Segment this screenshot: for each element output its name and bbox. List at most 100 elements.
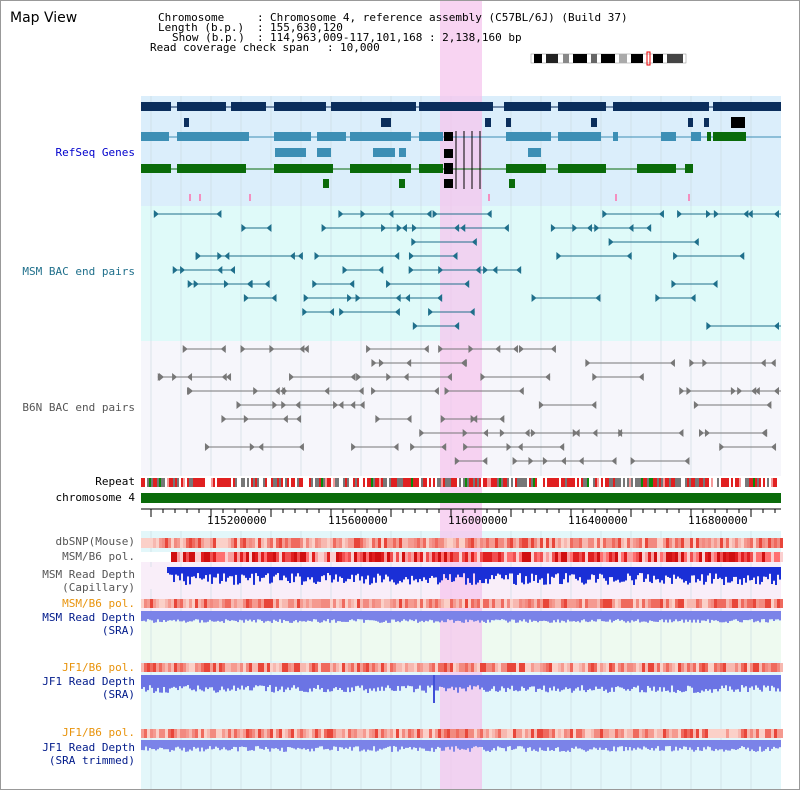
heat-cell: [606, 729, 609, 738]
track-label-jf1-b6-pol-2[interactable]: JF1/B6 pol.: [62, 726, 135, 739]
chromosome-ideogram[interactable]: [530, 51, 687, 66]
repeat-mark: [493, 478, 495, 487]
depth-bar: [765, 611, 767, 623]
depth-bar: [313, 740, 315, 752]
depth-bar: [299, 567, 301, 577]
depth-bar: [759, 675, 761, 690]
depth-bar: [185, 567, 187, 585]
track-label-msm-depth-cap-line1[interactable]: MSM Read Depth: [42, 568, 135, 581]
colon-1: :: [257, 11, 264, 24]
heat-cell: [237, 663, 240, 672]
depth-bar: [517, 567, 519, 575]
depth-bar: [471, 740, 473, 749]
depth-bar: [405, 740, 407, 748]
track-label-refseq[interactable]: RefSeq Genes: [55, 146, 135, 159]
refseq-gene-features[interactable]: [141, 102, 781, 201]
heat-cell: [357, 663, 360, 672]
repeat-mark: [381, 478, 383, 487]
track-label-msm-depth-sra-line1[interactable]: MSM Read Depth: [42, 611, 135, 624]
track-label-b6n-bac[interactable]: B6N BAC end pairs: [22, 401, 135, 414]
repeat-mark: [225, 478, 227, 487]
heat-cell: [366, 552, 369, 562]
bac-end: [524, 429, 530, 437]
gene-block: [704, 118, 709, 127]
repeat-track: [141, 478, 781, 487]
track-label-msm-bac[interactable]: MSM BAC end pairs: [22, 265, 135, 278]
heat-cell: [642, 729, 645, 738]
repeat-mark: [385, 478, 387, 487]
depth-bar: [465, 675, 467, 692]
heat-cell: [273, 663, 276, 672]
depth-bar: [687, 567, 689, 585]
track-label-jf1-depth-sra-line1[interactable]: JF1 Read Depth: [42, 675, 135, 688]
msm-bac-features[interactable]: [153, 210, 781, 330]
heat-cell: [336, 552, 339, 562]
repeat-mark: [363, 478, 365, 487]
depth-bar: [543, 611, 545, 621]
depth-bar: [263, 675, 265, 686]
heat-cell: [690, 538, 693, 548]
repeat-mark: [297, 478, 299, 487]
track-label-jf1-depth-trim-line1[interactable]: JF1 Read Depth: [42, 741, 135, 754]
repeat-mark: [157, 478, 159, 487]
depth-bar: [577, 567, 579, 581]
bac-end: [690, 294, 696, 302]
heat-cell: [504, 599, 507, 608]
depth-bar: [209, 675, 211, 688]
depth-bar: [477, 740, 479, 748]
heat-cell: [225, 599, 228, 608]
repeat-mark: [271, 478, 273, 487]
depth-bar: [461, 740, 463, 749]
track-label-dbsnp[interactable]: dbSNP(Mouse): [55, 535, 135, 548]
depth-bar: [675, 740, 677, 747]
repeat-mark: [267, 478, 269, 487]
heat-cell: [165, 729, 168, 738]
repeat-mark: [355, 478, 357, 487]
repeat-mark: [399, 478, 401, 487]
gene-block: [323, 179, 329, 188]
heat-cell: [252, 729, 255, 738]
depth-bar: [589, 740, 591, 750]
repeat-mark: [405, 478, 407, 487]
repeat-mark: [427, 478, 429, 487]
bac-end: [538, 401, 544, 409]
depth-bar: [625, 740, 627, 747]
heat-cell: [183, 729, 186, 738]
repeat-mark: [457, 478, 459, 487]
depth-bar: [561, 740, 563, 752]
repeat-mark: [383, 478, 385, 487]
depth-bar: [469, 740, 471, 752]
heat-cell: [627, 663, 630, 672]
heat-cell: [246, 552, 249, 562]
depth-bar: [411, 740, 413, 750]
depth-bar: [445, 567, 447, 579]
track-label-msm-b6-pol-1[interactable]: MSM/B6 pol.: [62, 550, 135, 563]
repeat-mark: [195, 478, 197, 487]
b6n-bac-features[interactable]: [157, 345, 781, 465]
depth-bar: [417, 740, 419, 751]
heat-cell: [777, 729, 780, 738]
gene-block: [419, 102, 493, 111]
heat-cell: [414, 538, 417, 548]
track-label-jf1-b6-pol-1[interactable]: JF1/B6 pol.: [62, 661, 135, 674]
bac-end: [693, 238, 699, 246]
depth-bar: [663, 675, 665, 688]
repeat-mark: [179, 478, 181, 487]
track-label-msm-b6-pol-2[interactable]: MSM/B6 pol.: [62, 597, 135, 610]
heat-cell: [234, 729, 237, 738]
track-label-repeat[interactable]: Repeat: [95, 475, 135, 488]
heat-cell: [384, 552, 387, 562]
heat-cell: [687, 729, 690, 738]
heat-cell: [180, 538, 183, 548]
bac-end: [366, 345, 372, 353]
heat-cell: [465, 599, 468, 608]
heat-cell: [510, 729, 513, 738]
repeat-mark: [607, 478, 609, 487]
repeat-mark: [301, 478, 303, 487]
depth-bar: [195, 611, 197, 620]
depth-bar: [375, 675, 377, 692]
depth-bar: [659, 611, 661, 621]
repeat-mark: [145, 478, 147, 487]
heat-cell: [531, 729, 534, 738]
depth-bar: [669, 675, 671, 693]
